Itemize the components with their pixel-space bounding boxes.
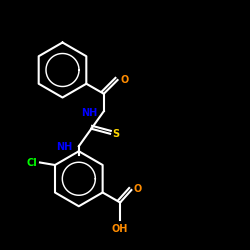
Text: OH: OH xyxy=(112,224,128,234)
Text: NH: NH xyxy=(81,108,98,118)
Text: O: O xyxy=(134,184,142,194)
Text: Cl: Cl xyxy=(27,158,38,168)
Text: S: S xyxy=(112,129,120,139)
Text: NH: NH xyxy=(56,142,72,152)
Text: O: O xyxy=(120,75,128,85)
